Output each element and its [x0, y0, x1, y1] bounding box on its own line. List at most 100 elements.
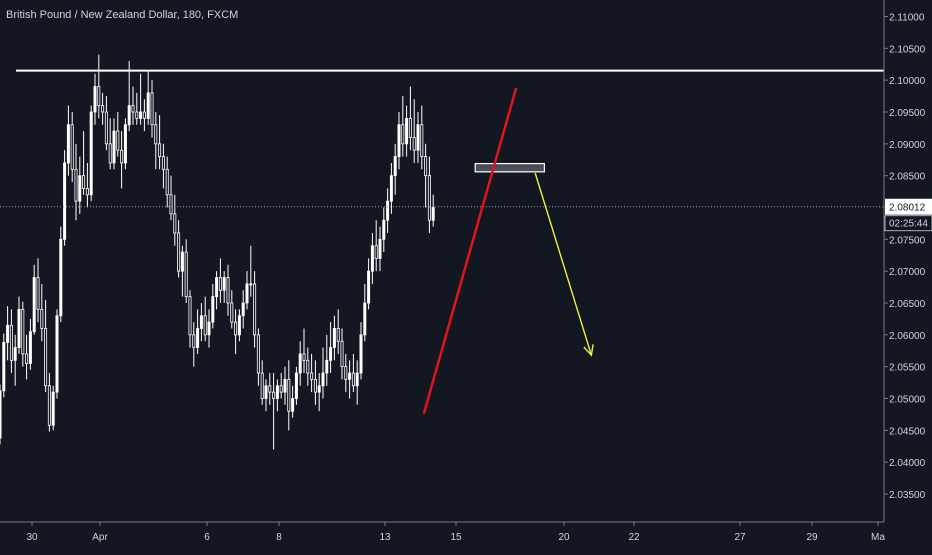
candle-body-up — [17, 308, 21, 348]
candle — [78, 156, 82, 214]
candle — [389, 162, 393, 214]
candle-body-down — [104, 111, 108, 145]
candle — [245, 271, 249, 310]
candle-body-up — [207, 321, 211, 336]
candle-body-up — [283, 378, 287, 393]
candle-body-down — [161, 156, 165, 170]
candle-body-up — [370, 245, 374, 272]
candle — [55, 309, 59, 399]
candle-body-down — [135, 111, 139, 119]
candle — [207, 309, 211, 348]
time-tick-label: 8 — [276, 532, 282, 543]
current-price-label: 2.08012 — [889, 203, 926, 214]
candle — [332, 315, 336, 361]
candle — [420, 105, 424, 170]
candle — [367, 258, 371, 310]
candle-body-down — [192, 334, 196, 348]
candle-body-up — [66, 124, 70, 164]
price-tick-label: 2.07000 — [889, 267, 926, 278]
candle — [416, 112, 420, 163]
price-axis[interactable]: 2.11000 2.10500 2.10000 2.09500 2.09000 2.085… — [883, 0, 926, 522]
candle-body-down — [97, 86, 101, 107]
candle — [230, 290, 234, 329]
candle — [340, 328, 344, 380]
time-tick-label: 30 — [26, 532, 38, 543]
candle-body-up — [32, 277, 36, 333]
candle-body-down — [203, 315, 207, 336]
candle-body-up — [348, 372, 352, 380]
candle — [93, 73, 97, 125]
candle-body-up — [378, 238, 382, 259]
candle-body-down — [74, 168, 78, 202]
candle-body-down — [279, 385, 283, 393]
candle — [161, 143, 165, 189]
candle-body-down — [427, 175, 431, 221]
candle — [249, 245, 253, 297]
candle — [177, 220, 181, 278]
candle — [351, 353, 355, 393]
candle-body-up — [363, 302, 367, 336]
candle — [89, 105, 93, 202]
time-tick-label: Apr — [92, 532, 108, 543]
candle — [120, 131, 124, 189]
candle-body-up — [405, 117, 409, 145]
candle-body-up — [51, 391, 55, 426]
candle-body-up — [332, 328, 336, 348]
projection-arrow-head — [583, 344, 594, 357]
candle-body-down — [173, 213, 177, 234]
candle-body-up — [6, 324, 10, 343]
candle — [237, 309, 241, 342]
candle — [2, 333, 6, 398]
candle — [401, 96, 405, 157]
candle-body-down — [85, 187, 89, 196]
candle-body-up — [0, 390, 2, 439]
candle-body-down — [25, 353, 29, 364]
candle — [199, 303, 203, 342]
candle-body-up — [237, 315, 241, 336]
candle — [363, 283, 367, 342]
candle-body-up — [416, 124, 420, 151]
candle — [112, 118, 116, 170]
candle — [123, 118, 127, 170]
candle — [260, 360, 264, 405]
candle-body-down — [424, 156, 428, 177]
candle-body-down — [340, 340, 344, 368]
candle — [180, 245, 184, 297]
candle-body-up — [215, 277, 219, 298]
candle — [36, 258, 40, 323]
candle — [344, 353, 348, 393]
candle — [272, 373, 276, 450]
candle-body-up — [146, 92, 150, 119]
price-tick-label: 2.06000 — [889, 331, 926, 342]
candle-body-up — [325, 359, 329, 374]
candle-body-up — [397, 124, 401, 157]
candle-body-down — [272, 391, 276, 399]
candle — [196, 309, 200, 354]
time-tick-label: 20 — [558, 532, 570, 543]
candle — [188, 290, 192, 348]
candle-body-down — [253, 283, 257, 336]
time-axis[interactable]: 30 Apr 6 8 13 15 20 22 27 29 Ma — [0, 521, 885, 543]
candle — [310, 353, 314, 393]
price-tick-label: 2.04000 — [889, 458, 926, 469]
candle-body-down — [218, 277, 222, 291]
candle-body-down — [108, 143, 112, 164]
candle-body-down — [150, 92, 154, 126]
candle — [291, 385, 295, 418]
candle — [412, 99, 416, 163]
candle-body-up — [241, 302, 245, 317]
candle — [13, 334, 17, 386]
candle-body-down — [306, 359, 310, 374]
drawings-layer — [0, 69, 884, 415]
candle-body-down — [9, 324, 13, 361]
candle — [275, 379, 279, 412]
time-tick-label: 27 — [734, 532, 746, 543]
candle-body-down — [70, 124, 74, 170]
candle-body-down — [101, 105, 105, 113]
candle-body-up — [123, 124, 127, 164]
candle — [63, 150, 67, 246]
candle-body-down — [408, 117, 412, 138]
candle-body-up — [291, 398, 295, 412]
